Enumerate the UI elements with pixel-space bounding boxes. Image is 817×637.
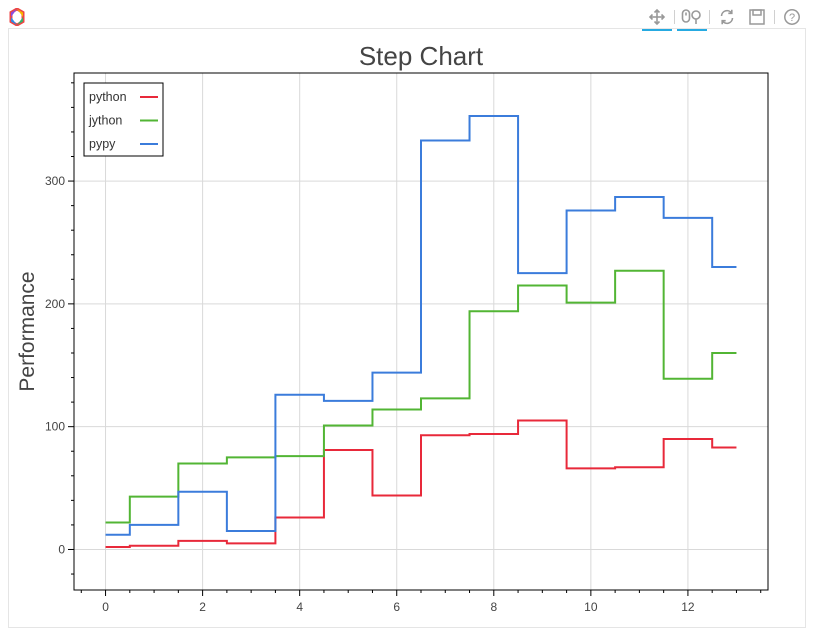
chart-title: Step Chart [359,41,484,71]
y-tick-label: 100 [45,420,65,434]
x-tick-label: 0 [102,600,109,614]
toolbar-divider [709,10,710,24]
series-layer [105,114,737,549]
legend-label-pypy: pypy [89,137,116,151]
y-tick-label: 300 [45,174,65,188]
x-tick-label: 6 [393,600,400,614]
plot-frame [8,28,806,628]
reset-tool-button[interactable] [712,5,742,29]
legend: python jython pypy [83,82,164,157]
svg-text:?: ? [789,12,795,24]
y-axis-label: Performance [16,271,39,391]
series-line-pypy[interactable] [105,114,737,536]
series-line-python[interactable] [105,419,737,549]
wheel-zoom-tool-button[interactable] [677,5,707,31]
y-tick-label: 200 [45,297,65,311]
help-circle-icon: ? [784,9,800,25]
x-tick-label: 4 [296,600,303,614]
help-tool-button[interactable]: ? [777,5,807,29]
legend-label-jython: jython [88,114,122,128]
x-tick-label: 10 [584,600,598,614]
x-tick-label: 2 [199,600,206,614]
toolbar-divider [674,10,675,24]
toolbar: ? [642,4,807,31]
wheel-zoom-icon [681,9,701,24]
legend-label-python: python [89,90,127,104]
pan-tool-button[interactable] [642,5,672,31]
y-tick-label: 0 [58,542,65,556]
move-arrows-icon [648,8,666,26]
refresh-icon [720,9,734,25]
toolbar-divider [774,10,775,24]
axes: 0 2 4 6 8 10 12 0 100 200 300 [45,82,762,614]
bokeh-logo-icon [8,7,26,27]
x-tick-label: 12 [681,600,695,614]
save-tool-button[interactable] [742,5,772,29]
save-icon [749,9,765,25]
series-line-jython[interactable] [105,269,737,524]
x-tick-label: 8 [490,600,497,614]
